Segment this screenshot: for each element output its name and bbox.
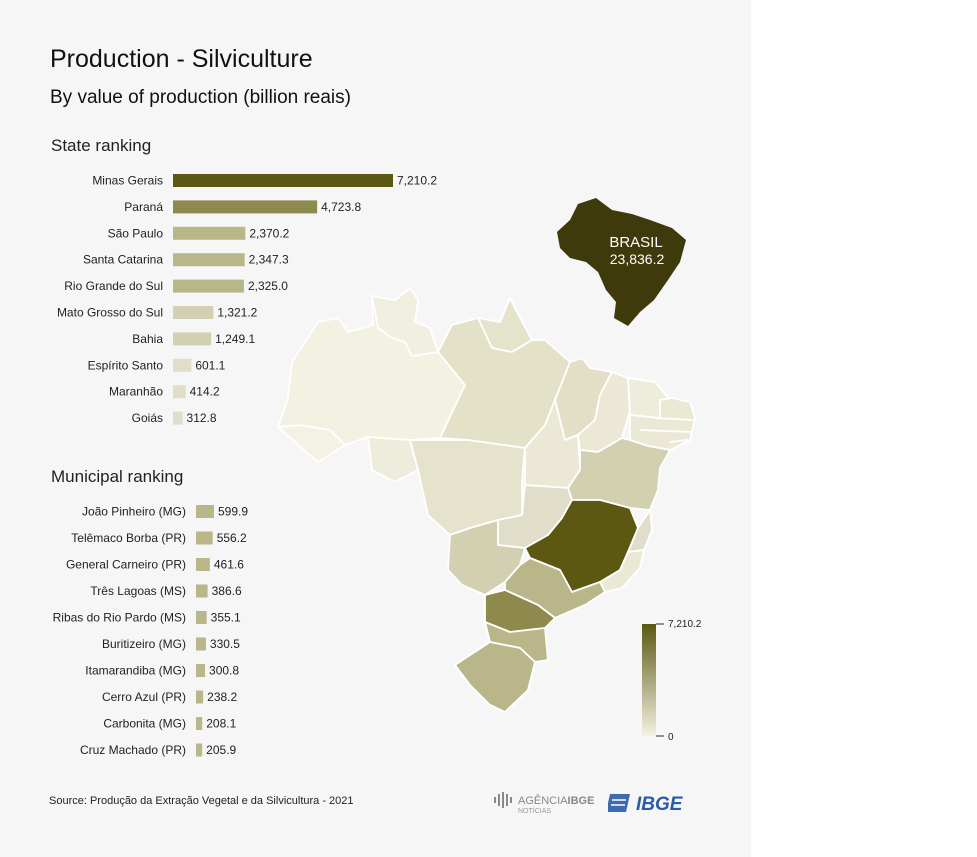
brazil-inset-map: [557, 198, 686, 326]
bar: [173, 226, 246, 240]
bar-value-label: 556.2: [217, 531, 247, 545]
bar-category-label: Maranhão: [109, 385, 163, 399]
bar: [196, 611, 207, 624]
bar-category-label: João Pinheiro (MG): [82, 505, 186, 519]
bar-category-label: Goiás: [132, 411, 163, 425]
bar: [173, 174, 393, 187]
ibge-logo: IBGE: [608, 794, 684, 815]
bar-category-label: Minas Gerais: [92, 174, 163, 188]
bar-value-label: 7,210.2: [397, 174, 437, 188]
svg-text:IBGE: IBGE: [636, 794, 684, 815]
bar: [173, 200, 318, 214]
bar: [173, 385, 186, 399]
bar-value-label: 461.6: [214, 558, 244, 572]
brasil-value: 23,836.2: [610, 251, 665, 267]
bar: [196, 558, 210, 571]
bar-value-label: 300.8: [209, 664, 239, 678]
source-note: Source: Produção da Extração Vegetal e d…: [49, 795, 354, 807]
bar-value-label: 312.8: [187, 411, 217, 425]
bar-category-label: Carbonita (MG): [103, 717, 186, 731]
map-region-roraima: [371, 287, 439, 357]
municipal-ranking-chart: João Pinheiro (MG) 599.9 Telêmaco Borba (P…: [53, 505, 249, 758]
bar: [173, 411, 183, 425]
map-region-rio-de-janeiro: [599, 549, 645, 593]
bar: [196, 531, 213, 545]
map-legend-gradient: [642, 624, 656, 736]
bar-category-label: Paraná: [124, 200, 163, 214]
bar-value-label: 205.9: [206, 743, 236, 757]
municipal-ranking-heading: Municipal ranking: [51, 467, 184, 486]
state-ranking-chart: Minas Gerais 7,210.2 Paraná 4,723.8 São Paul…: [57, 174, 437, 426]
bar-category-label: Itamarandiba (MG): [85, 664, 186, 678]
map-region-espirito-santo: [627, 509, 653, 553]
bar-value-label: 4,723.8: [321, 200, 361, 214]
map-legend-max: 7,210.2: [668, 619, 702, 630]
bar-category-label: Ribas do Rio Pardo (MS): [53, 611, 186, 625]
bar: [196, 637, 206, 651]
bar-value-label: 208.1: [206, 717, 236, 731]
bar-value-label: 355.1: [211, 611, 241, 625]
map-region-acre: [277, 424, 346, 463]
bar: [173, 332, 212, 346]
bar-category-label: Rio Grande do Sul: [64, 279, 163, 293]
brasil-label: BRASIL: [609, 234, 662, 251]
bar: [173, 253, 245, 267]
bar-category-label: Bahia: [132, 332, 163, 346]
agencia-ibge-logo: AGÊNCIAIBGE NOTÍCIAS: [494, 792, 594, 815]
bar-value-label: 330.5: [210, 637, 240, 651]
bar: [196, 743, 203, 757]
bar: [196, 717, 203, 730]
bar-value-label: 386.6: [212, 584, 242, 598]
svg-text:NOTÍCIAS: NOTÍCIAS: [518, 806, 551, 815]
bar-category-label: Espírito Santo: [88, 358, 164, 372]
page-subtitle: By value of production (billion reais): [50, 87, 351, 108]
map-region-sao-paulo: [504, 557, 606, 619]
bar-category-label: General Carneiro (PR): [66, 558, 186, 572]
bar-category-label: Santa Catarina: [83, 253, 163, 267]
brazil-map: BRASIL 23,836.2 7,210.2 0: [277, 198, 702, 743]
bar-category-label: Cerro Azul (PR): [102, 690, 186, 704]
bar: [173, 279, 244, 293]
bar-value-label: 1,249.1: [215, 332, 255, 346]
map-region-rio-grande-do-sul: [454, 641, 536, 713]
bar-category-label: Mato Grosso do Sul: [57, 306, 163, 320]
bar-category-label: Três Lagoas (MS): [90, 584, 186, 598]
bar-category-label: Telêmaco Borba (PR): [71, 531, 186, 545]
map-region-rondonia: [367, 436, 419, 483]
bar: [196, 505, 214, 518]
map-legend-min: 0: [668, 732, 674, 743]
bar-category-label: Buritizeiro (MG): [102, 637, 186, 651]
bar-value-label: 601.1: [195, 358, 225, 372]
bar-value-label: 1,321.2: [217, 306, 257, 320]
svg-text:AGÊNCIAIBGE: AGÊNCIAIBGE: [518, 794, 594, 807]
bar-value-label: 2,325.0: [248, 279, 288, 293]
bar-category-label: São Paulo: [108, 226, 164, 240]
bar: [173, 358, 192, 372]
bar: [196, 690, 204, 704]
bar-value-label: 2,370.2: [249, 226, 289, 240]
bar-value-label: 2,347.3: [249, 253, 289, 267]
bar-value-label: 414.2: [190, 385, 220, 399]
bar: [196, 664, 206, 677]
bar-value-label: 238.2: [207, 690, 237, 704]
bar: [173, 306, 214, 319]
bar-value-label: 599.9: [218, 505, 248, 519]
page-title: Production - Silviculture: [50, 45, 313, 73]
bar: [196, 584, 208, 598]
state-ranking-heading: State ranking: [51, 136, 152, 155]
bar-category-label: Cruz Machado (PR): [80, 743, 186, 757]
